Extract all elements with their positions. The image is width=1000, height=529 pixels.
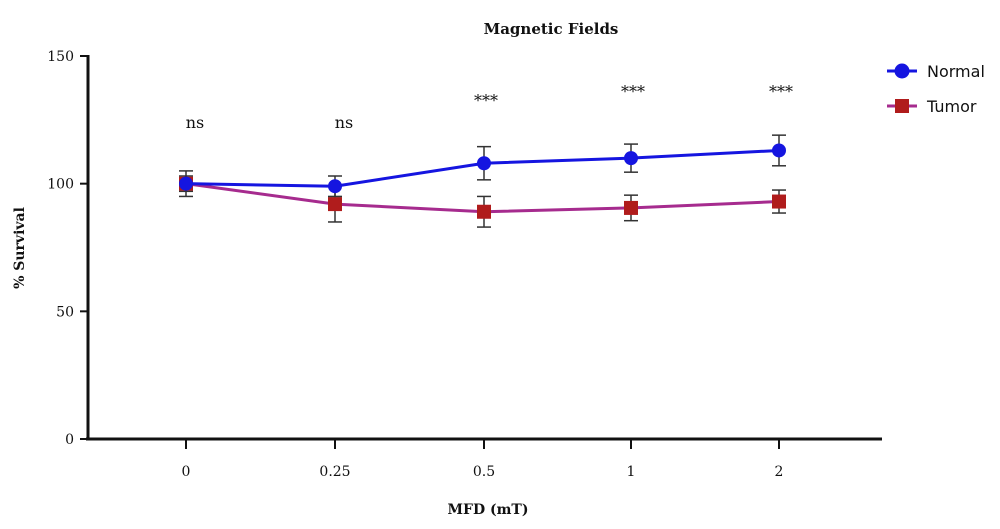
x-axis: 0 0.25 0.5 1 2	[86, 437, 882, 480]
significance-label: ***	[769, 82, 793, 101]
legend-marker-tumor	[895, 99, 909, 113]
legend-item-normal: Normal	[887, 62, 985, 81]
y-axis-label: % Survival	[12, 207, 28, 289]
y-tick-label: 0	[65, 432, 74, 448]
x-tick-label: 0.25	[319, 464, 350, 480]
data-point-tumor	[772, 194, 786, 209]
significance-label: ns	[186, 113, 205, 132]
chart-title: Magnetic Fields	[484, 20, 619, 38]
significance-label: ***	[621, 82, 645, 101]
x-tick-label: 0	[182, 464, 191, 480]
y-tick-label: 150	[47, 49, 74, 65]
annotations: ns ns *** *** ***	[186, 82, 793, 132]
x-tick-label: 2	[775, 464, 784, 480]
x-tick-label: 0.5	[473, 464, 495, 480]
x-tick-label: 1	[627, 464, 636, 480]
data-point-tumor	[328, 197, 342, 212]
data-point-normal	[477, 156, 491, 171]
legend-item-tumor: Tumor	[887, 97, 977, 116]
series-layer	[179, 134, 786, 228]
data-point-normal	[772, 143, 786, 158]
data-point-normal	[328, 179, 342, 194]
y-tick-label: 100	[47, 177, 74, 193]
legend-marker-normal	[894, 63, 910, 79]
data-point-normal	[179, 176, 193, 191]
significance-label: ns	[335, 113, 354, 132]
legend: Normal Tumor	[887, 62, 985, 116]
x-axis-label: MFD (mT)	[448, 502, 529, 518]
y-axis: 0 50 100 150	[47, 49, 90, 448]
data-point-tumor	[624, 200, 638, 215]
y-tick-label: 50	[56, 304, 74, 320]
legend-label-normal: Normal	[927, 62, 985, 81]
data-point-normal	[624, 151, 638, 166]
series-normal	[179, 134, 786, 198]
legend-label-tumor: Tumor	[926, 97, 977, 116]
data-point-tumor	[477, 204, 491, 219]
significance-label: ***	[474, 91, 498, 110]
